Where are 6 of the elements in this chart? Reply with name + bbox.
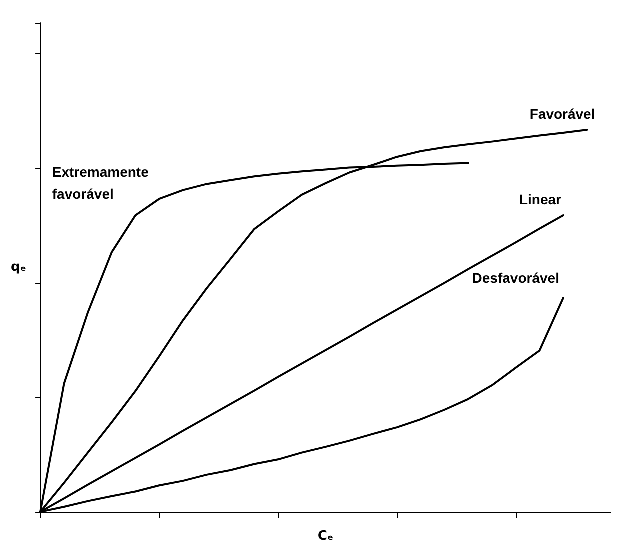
legend-label: Extremamente favorável [52, 164, 153, 202]
x-axis-title: Cₑ [318, 529, 334, 544]
series-label: Favorável [530, 106, 596, 122]
series-label: Desfavorável [472, 270, 560, 286]
y-axis-title: qₑ [10, 260, 27, 275]
series-label: Linear [519, 192, 562, 208]
